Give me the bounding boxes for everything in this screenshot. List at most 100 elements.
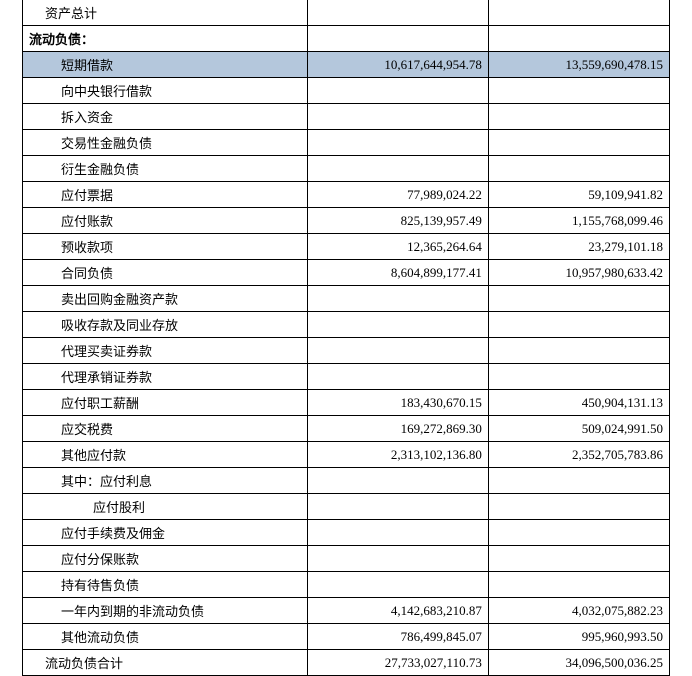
row-value-col2: 59,109,941.82: [488, 182, 669, 208]
row-value-col2: [488, 494, 669, 520]
row-value-col1: [307, 130, 488, 156]
row-value-col2: [488, 546, 669, 572]
table-row: 持有待售负债: [23, 572, 670, 598]
table-row: 应付职工薪酬183,430,670.15450,904,131.13: [23, 390, 670, 416]
row-value-col1: 2,313,102,136.80: [307, 442, 488, 468]
partial-top-col1: ..,...,...,....25: [307, 0, 488, 26]
row-label: 卖出回购金融资产款: [23, 286, 308, 312]
row-value-col1: 27,733,027,110.73: [307, 650, 488, 676]
table-row: 应付股利: [23, 494, 670, 520]
row-value-col1: 183,430,670.15: [307, 390, 488, 416]
row-value-col1: 825,139,957.49: [307, 208, 488, 234]
section-header-col1: [307, 26, 488, 52]
table-row: 其中：应付利息: [23, 468, 670, 494]
row-value-col1: [307, 494, 488, 520]
row-label: 应付职工薪酬: [23, 390, 308, 416]
row-label: 代理买卖证券款: [23, 338, 308, 364]
row-label: 一年内到期的非流动负债: [23, 598, 308, 624]
row-label: 应付分保账款: [23, 546, 308, 572]
row-label: 应付股利: [23, 494, 308, 520]
table-row: 合同负债8,604,899,177.4110,957,980,633.42: [23, 260, 670, 286]
row-value-col1: [307, 78, 488, 104]
row-value-col1: [307, 546, 488, 572]
section-header-label: 流动负债：: [23, 26, 308, 52]
row-value-col1: 77,989,024.22: [307, 182, 488, 208]
table-row: 代理承销证券款: [23, 364, 670, 390]
table-row: 卖出回购金融资产款: [23, 286, 670, 312]
row-label: 其他流动负债: [23, 624, 308, 650]
row-label: 应付票据: [23, 182, 308, 208]
financial-table-page: 资产总计..,...,...,....25..,...,...,....27流动…: [0, 0, 692, 676]
partial-top-col2: ..,...,...,....27: [488, 0, 669, 26]
row-label: 合同负债: [23, 260, 308, 286]
row-value-col2: [488, 338, 669, 364]
row-label: 向中央银行借款: [23, 78, 308, 104]
row-value-col1: [307, 468, 488, 494]
row-value-col2: [488, 78, 669, 104]
row-label: 应付账款: [23, 208, 308, 234]
partial-top-row: 资产总计..,...,...,....25..,...,...,....27: [23, 0, 670, 26]
table-row: 代理买卖证券款: [23, 338, 670, 364]
section-header-row: 流动负债：: [23, 26, 670, 52]
balance-sheet-table: 资产总计..,...,...,....25..,...,...,....27流动…: [22, 0, 670, 676]
table-row: 向中央银行借款: [23, 78, 670, 104]
partial-top-label: 资产总计: [23, 0, 308, 26]
row-value-col1: [307, 312, 488, 338]
row-label: 流动负债合计: [23, 650, 308, 676]
row-value-col2: 995,960,993.50: [488, 624, 669, 650]
table-row: 应交税费169,272,869.30509,024,991.50: [23, 416, 670, 442]
row-value-col2: 450,904,131.13: [488, 390, 669, 416]
row-label: 衍生金融负债: [23, 156, 308, 182]
row-value-col2: 4,032,075,882.23: [488, 598, 669, 624]
row-value-col2: 509,024,991.50: [488, 416, 669, 442]
section-header-col2: [488, 26, 669, 52]
row-label: 拆入资金: [23, 104, 308, 130]
row-label: 短期借款: [23, 52, 308, 78]
row-value-col1: 786,499,845.07: [307, 624, 488, 650]
row-value-col1: 12,365,264.64: [307, 234, 488, 260]
row-value-col1: 4,142,683,210.87: [307, 598, 488, 624]
row-label: 交易性金融负债: [23, 130, 308, 156]
row-value-col2: 13,559,690,478.15: [488, 52, 669, 78]
row-value-col2: 34,096,500,036.25: [488, 650, 669, 676]
row-value-col2: 1,155,768,099.46: [488, 208, 669, 234]
table-row: 吸收存款及同业存放: [23, 312, 670, 338]
row-value-col1: [307, 286, 488, 312]
row-label: 吸收存款及同业存放: [23, 312, 308, 338]
row-value-col2: 2,352,705,783.86: [488, 442, 669, 468]
row-value-col2: [488, 468, 669, 494]
table-row: 一年内到期的非流动负债4,142,683,210.874,032,075,882…: [23, 598, 670, 624]
table-row: 应付手续费及佣金: [23, 520, 670, 546]
table-row: 应付票据77,989,024.2259,109,941.82: [23, 182, 670, 208]
table-row: 流动负债合计27,733,027,110.7334,096,500,036.25: [23, 650, 670, 676]
table-body: 资产总计..,...,...,....25..,...,...,....27流动…: [23, 0, 670, 676]
row-label: 应付手续费及佣金: [23, 520, 308, 546]
row-label: 应交税费: [23, 416, 308, 442]
row-value-col2: [488, 520, 669, 546]
row-value-col1: [307, 156, 488, 182]
row-value-col2: 10,957,980,633.42: [488, 260, 669, 286]
row-value-col2: [488, 104, 669, 130]
row-value-col2: [488, 312, 669, 338]
row-label: 持有待售负债: [23, 572, 308, 598]
row-value-col1: 8,604,899,177.41: [307, 260, 488, 286]
table-row: 拆入资金: [23, 104, 670, 130]
table-row: 衍生金融负债: [23, 156, 670, 182]
row-label: 其他应付款: [23, 442, 308, 468]
row-value-col1: 10,617,644,954.78: [307, 52, 488, 78]
row-value-col1: [307, 572, 488, 598]
row-value-col2: [488, 364, 669, 390]
row-value-col1: 169,272,869.30: [307, 416, 488, 442]
table-row: 预收款项12,365,264.6423,279,101.18: [23, 234, 670, 260]
row-value-col2: [488, 130, 669, 156]
row-label: 其中：应付利息: [23, 468, 308, 494]
table-row: 短期借款10,617,644,954.7813,559,690,478.15: [23, 52, 670, 78]
table-row: 其他应付款2,313,102,136.802,352,705,783.86: [23, 442, 670, 468]
table-row: 交易性金融负债: [23, 130, 670, 156]
row-value-col1: [307, 338, 488, 364]
row-label: 代理承销证券款: [23, 364, 308, 390]
table-row: 应付分保账款: [23, 546, 670, 572]
row-value-col1: [307, 520, 488, 546]
row-value-col1: [307, 364, 488, 390]
row-value-col2: [488, 572, 669, 598]
